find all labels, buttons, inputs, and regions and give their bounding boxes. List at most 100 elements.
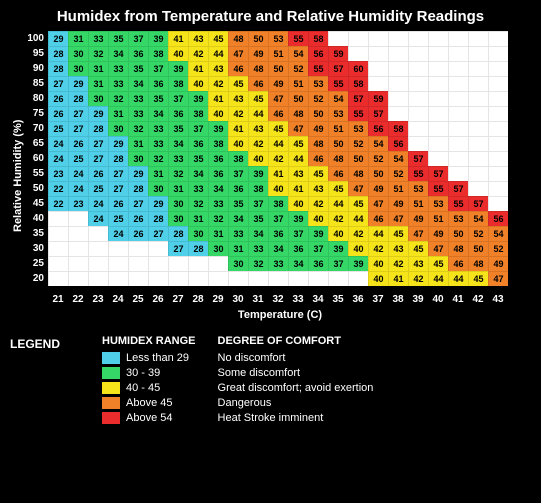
heatmap-cell: 31 <box>168 181 188 196</box>
heatmap-cell <box>208 271 228 286</box>
heatmap-cell: 39 <box>248 166 268 181</box>
heatmap-cell: 39 <box>348 256 368 271</box>
heatmap-cell: 54 <box>488 226 508 241</box>
heatmap-cell: 24 <box>68 181 88 196</box>
heatmap-cell: 37 <box>308 241 328 256</box>
heatmap-cell: 46 <box>368 211 388 226</box>
heatmap-cell <box>388 106 408 121</box>
heatmap-cell <box>448 166 468 181</box>
heatmap-cell <box>408 136 428 151</box>
heatmap-cell <box>468 106 488 121</box>
heatmap-cell <box>108 271 128 286</box>
heatmap-cell: 27 <box>48 76 68 91</box>
heatmap-cell: 34 <box>248 226 268 241</box>
heatmap-cell <box>68 211 88 226</box>
heatmap-cell <box>488 46 508 61</box>
heatmap-cell <box>388 76 408 91</box>
heatmap-cell: 33 <box>148 136 168 151</box>
heatmap-cell: 54 <box>368 136 388 151</box>
legend-swatch <box>102 352 120 364</box>
heatmap-cell: 45 <box>288 136 308 151</box>
heatmap-cell: 59 <box>368 91 388 106</box>
x-tick: 32 <box>268 294 288 305</box>
heatmap-cell: 22 <box>48 196 68 211</box>
heatmap-grid: 1002931333537394143454850535558952830323… <box>24 31 508 286</box>
heatmap-cell: 30 <box>168 211 188 226</box>
heatmap-cell <box>48 211 68 226</box>
x-tick: 33 <box>288 294 308 305</box>
heatmap-cell: 33 <box>128 106 148 121</box>
heatmap-cell: 34 <box>268 241 288 256</box>
heatmap-cell <box>488 181 508 196</box>
heatmap-cell: 41 <box>188 61 208 76</box>
heatmap-cell: 52 <box>308 91 328 106</box>
x-tick: 21 <box>48 294 68 305</box>
heatmap-cell: 36 <box>268 226 288 241</box>
heatmap-cell: 38 <box>248 181 268 196</box>
heatmap-cell: 37 <box>148 61 168 76</box>
y-tick: 65 <box>24 138 48 149</box>
heatmap-cell: 57 <box>428 166 448 181</box>
heatmap-cell: 26 <box>108 196 128 211</box>
legend-range-col: HUMIDEX RANGE Less than 2930 - 3940 - 45… <box>102 335 196 425</box>
heatmap-cell <box>368 46 388 61</box>
heatmap-cell: 33 <box>208 196 228 211</box>
heatmap-cell: 32 <box>88 46 108 61</box>
heatmap-cell: 45 <box>348 196 368 211</box>
grid-row: 5022242527283031333436384041434547495153… <box>24 181 508 196</box>
heatmap-cell <box>288 271 308 286</box>
heatmap-cell <box>468 181 488 196</box>
heatmap-cell <box>328 271 348 286</box>
heatmap-cell: 23 <box>48 166 68 181</box>
heatmap-cell <box>348 271 368 286</box>
heatmap-cell: 48 <box>348 166 368 181</box>
heatmap-cell: 38 <box>228 151 248 166</box>
heatmap-cell: 45 <box>248 91 268 106</box>
heatmap-cell: 51 <box>268 46 288 61</box>
heatmap-cell <box>388 91 408 106</box>
heatmap-cell: 39 <box>188 91 208 106</box>
heatmap-cell: 47 <box>428 241 448 256</box>
heatmap-cell: 55 <box>448 196 468 211</box>
heatmap-cell: 24 <box>68 166 88 181</box>
heatmap-cell <box>348 46 368 61</box>
x-axis-label: Temperature (C) <box>52 309 508 321</box>
heatmap-cell: 49 <box>248 46 268 61</box>
heatmap-cell: 33 <box>148 121 168 136</box>
heatmap-cell: 24 <box>48 151 68 166</box>
heatmap-cell: 27 <box>68 121 88 136</box>
heatmap-cell <box>148 256 168 271</box>
heatmap-cell: 35 <box>228 196 248 211</box>
heatmap-cell: 45 <box>408 241 428 256</box>
heatmap-cell: 42 <box>248 136 268 151</box>
y-tick: 95 <box>24 48 48 59</box>
heatmap-cell <box>428 106 448 121</box>
heatmap-cell: 55 <box>328 76 348 91</box>
heatmap-cell: 25 <box>108 211 128 226</box>
heatmap-cell: 36 <box>128 46 148 61</box>
heatmap-cell <box>428 76 448 91</box>
y-tick: 45 <box>24 198 48 209</box>
heatmap-cell: 49 <box>268 76 288 91</box>
y-tick: 40 <box>24 213 48 224</box>
heatmap-cell <box>468 166 488 181</box>
heatmap-cell <box>488 136 508 151</box>
legend-columns: HUMIDEX RANGE Less than 2930 - 3940 - 45… <box>102 335 373 425</box>
chart-container: Humidex from Temperature and Relative Hu… <box>0 0 541 433</box>
heatmap-cell: 58 <box>348 76 368 91</box>
heatmap-cell: 27 <box>108 181 128 196</box>
grid-row: 802628303233353739414345475052545759 <box>24 91 508 106</box>
heatmap-cell: 38 <box>208 136 228 151</box>
heatmap-cell: 31 <box>128 136 148 151</box>
heatmap-cell <box>448 151 468 166</box>
heatmap-cell <box>88 256 108 271</box>
heatmap-cell: 40 <box>188 76 208 91</box>
heatmap-cell: 34 <box>208 181 228 196</box>
heatmap-cell: 30 <box>148 181 168 196</box>
legend-item: Less than 29 <box>102 350 196 365</box>
heatmap-cell <box>168 271 188 286</box>
heatmap-cell: 26 <box>68 136 88 151</box>
heatmap-cell: 24 <box>88 211 108 226</box>
heatmap-cell: 35 <box>128 61 148 76</box>
grid-row: 4522232426272930323335373840424445474951… <box>24 196 508 211</box>
